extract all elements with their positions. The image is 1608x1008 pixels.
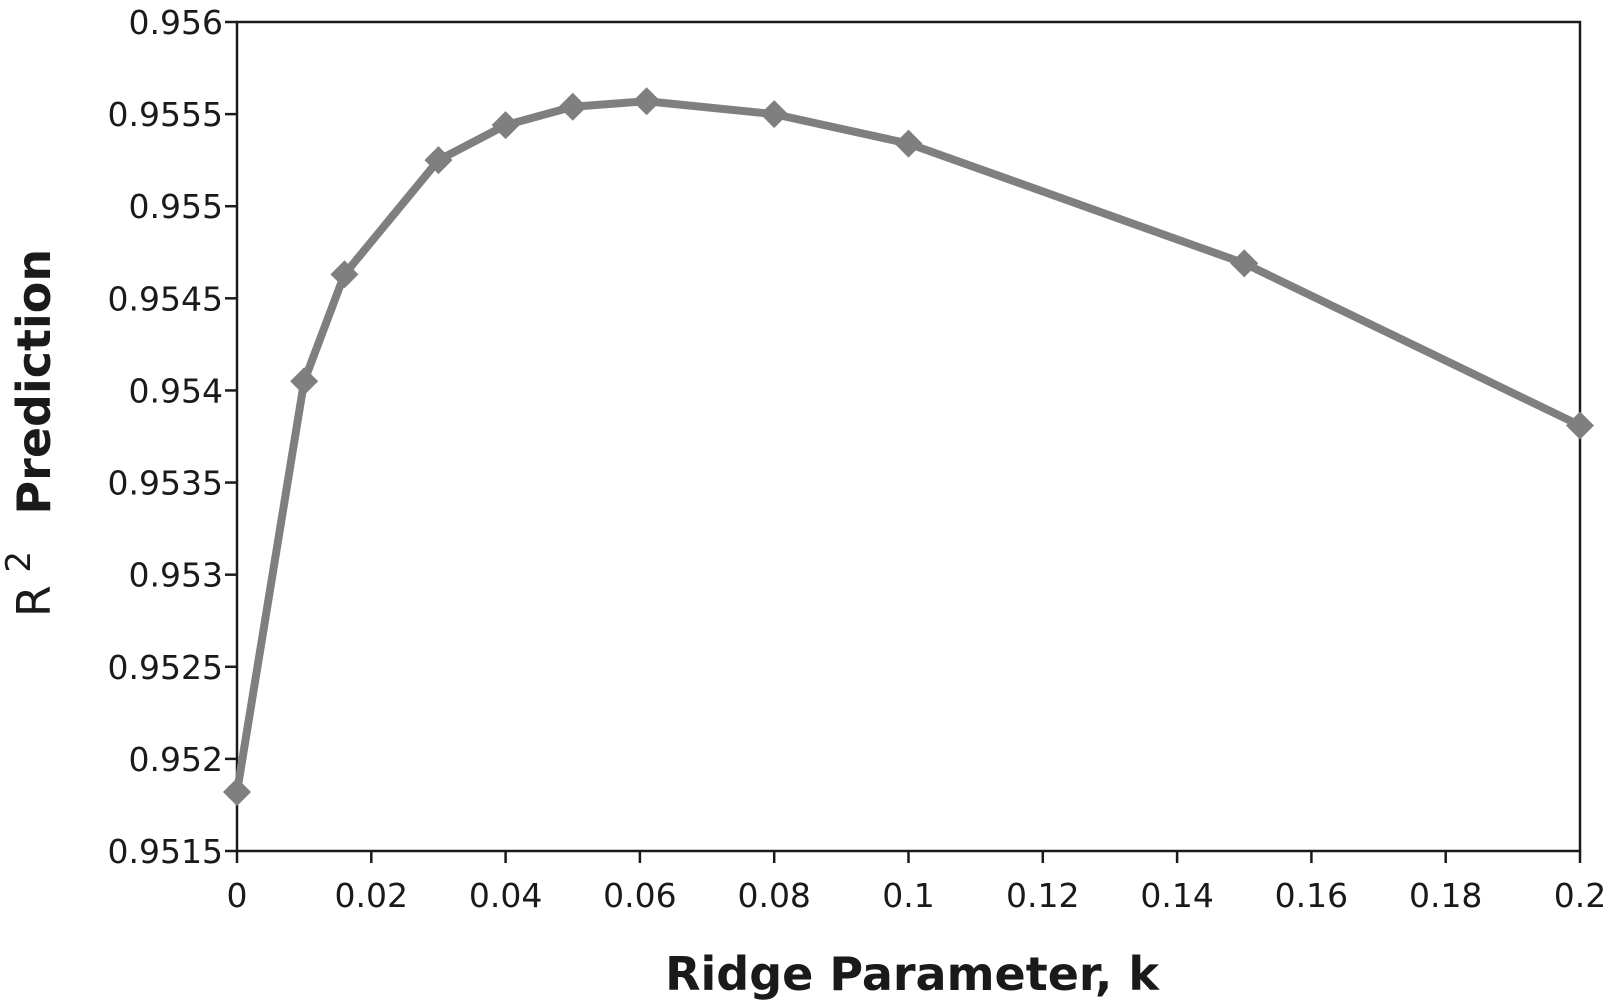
data-point-marker — [330, 260, 359, 289]
series-line — [233, 97, 1584, 797]
x-tick-label: 0 — [227, 876, 248, 915]
x-axis: 0 0.02 0.04 0.06 0.08 0.1 0.12 0.14 0.16 0.18 0.2 — [227, 851, 1606, 915]
x-tick-label: 0.18 — [1409, 876, 1482, 915]
y-tick-label: 0.953 — [129, 556, 223, 595]
y-tick-label: 0.9555 — [108, 95, 223, 134]
y-tick-label: 0.955 — [129, 187, 223, 226]
svg-text:R 2 Prediction: R 2 Prediction — [0, 249, 61, 617]
data-point-marker — [894, 129, 923, 158]
y-tick-label: 0.954 — [129, 371, 223, 410]
x-tick-label: 0.08 — [737, 876, 810, 915]
data-point-marker — [1230, 249, 1259, 278]
y-tick-label: 0.952 — [129, 740, 223, 779]
y-axis-title-superscript: 2 — [0, 551, 39, 573]
y-tick-label: 0.9535 — [108, 464, 223, 503]
y-axis-title-rest: Prediction — [7, 249, 61, 515]
data-point-marker — [760, 100, 789, 129]
x-tick-label: 0.04 — [469, 876, 542, 915]
data-point-marker — [558, 92, 587, 121]
data-point-marker — [223, 778, 251, 807]
x-tick-label: 0.02 — [335, 876, 408, 915]
x-tick-label: 0.06 — [603, 876, 676, 915]
series-line-group — [223, 87, 1594, 807]
y-axis-title-base: R — [7, 585, 61, 617]
x-tick-label: 0.12 — [1006, 876, 1079, 915]
x-axis-title: Ridge Parameter, k — [665, 947, 1160, 1001]
data-point-marker — [424, 146, 453, 175]
y-tick-label: 0.9545 — [108, 279, 223, 318]
data-point-marker — [632, 87, 661, 116]
y-tick-label: 0.9515 — [108, 832, 223, 871]
data-point-marker — [290, 367, 319, 396]
x-tick-label: 0.16 — [1275, 876, 1348, 915]
data-point-marker — [1566, 411, 1594, 440]
x-tick-label: 0.14 — [1140, 876, 1213, 915]
x-tick-label: 0.2 — [1554, 876, 1606, 915]
y-tick-label: 0.956 — [129, 3, 223, 42]
y-axis-title: R 2 Prediction — [0, 249, 61, 617]
data-point-marker — [491, 111, 520, 140]
y-tick-label: 0.9525 — [108, 648, 223, 687]
x-tick-label: 0.1 — [882, 876, 934, 915]
y-axis: 0.9515 0.952 0.9525 0.953 0.9535 0.954 0.9545 0… — [108, 3, 237, 871]
